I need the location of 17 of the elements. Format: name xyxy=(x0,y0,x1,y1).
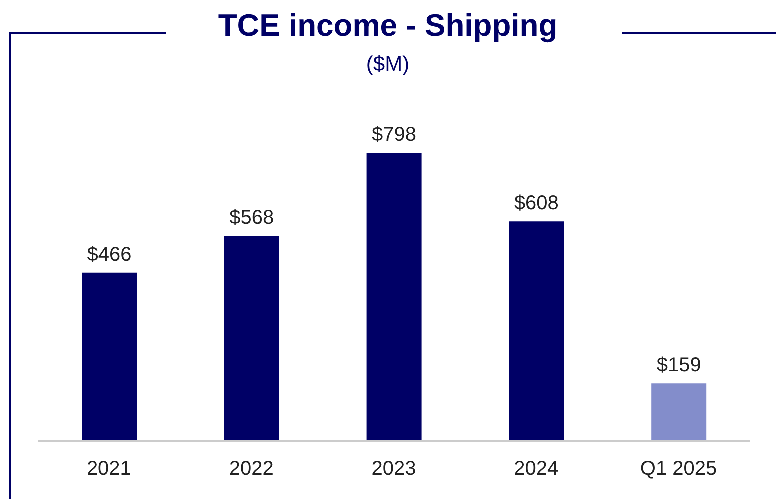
x-tick-label: Q1 2025 xyxy=(640,458,718,480)
bar xyxy=(652,384,707,441)
x-tick-label: 2021 xyxy=(86,458,132,480)
x-tick-label: 2024 xyxy=(514,458,559,480)
data-label: $466 xyxy=(87,244,132,266)
chart-title: TCE income - Shipping xyxy=(217,8,559,44)
data-label: $568 xyxy=(230,207,274,230)
x-tick-label: 2022 xyxy=(229,458,274,480)
data-label: $159 xyxy=(656,354,702,377)
chart-subtitle: ($M) xyxy=(365,53,411,77)
bar xyxy=(509,222,564,441)
bar xyxy=(82,272,137,441)
bar xyxy=(224,236,280,441)
data-label: $798 xyxy=(372,124,417,146)
data-label: $608 xyxy=(514,192,559,215)
x-tick-label: 2023 xyxy=(372,458,416,480)
bar xyxy=(366,152,422,441)
